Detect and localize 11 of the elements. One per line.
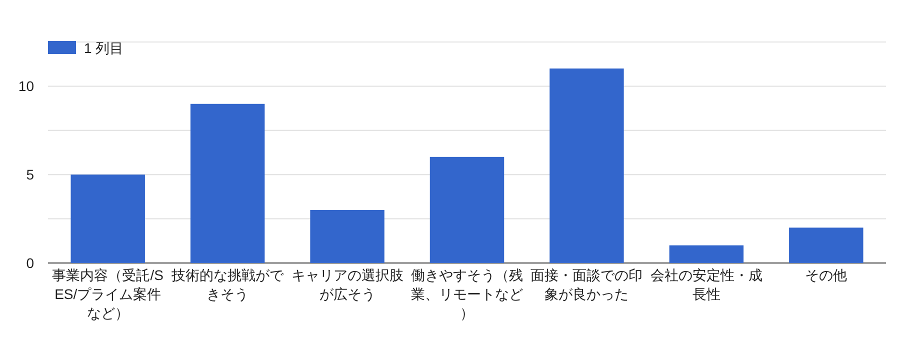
y-tick-label: 0 — [26, 255, 34, 271]
y-tick-label: 10 — [18, 78, 34, 94]
x-tick-label: 働きやすそう（残業、リモートなど） — [411, 267, 523, 321]
x-tick-label: キャリアの選択肢が広そう — [291, 267, 404, 302]
legend-label: 1 列目 — [84, 40, 124, 56]
y-tick-label: 5 — [26, 166, 34, 183]
x-tick-label: 技術的な挑戦ができそう — [170, 267, 285, 302]
x-tick-label: 会社の安定性・成長性 — [650, 267, 762, 302]
x-tick-label: 面接・面談での印象が良かった — [530, 267, 643, 302]
x-tick-label: その他 — [805, 267, 848, 283]
x-tick-label: 事業内容（受託/SES/プライム案件など） — [52, 267, 164, 321]
